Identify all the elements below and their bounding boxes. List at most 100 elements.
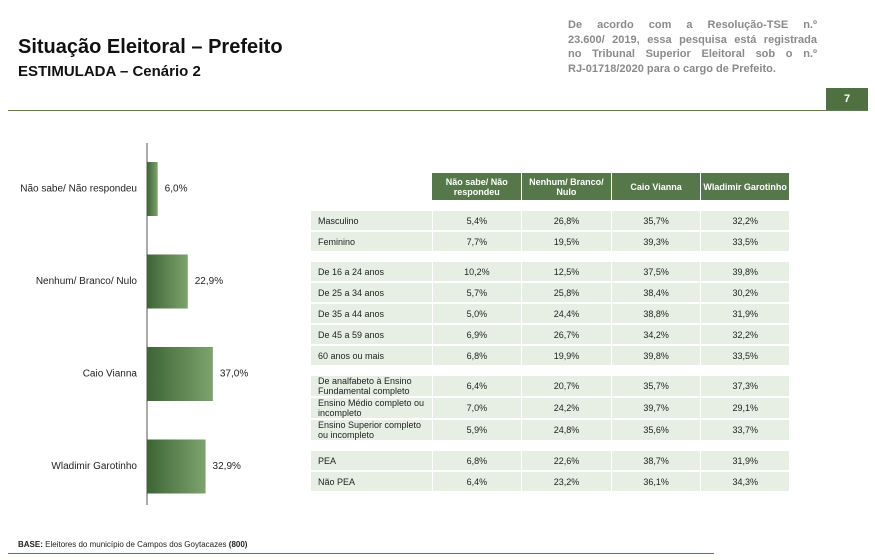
table-row: De analfabeto à Ensino Fundamental compl… [311, 376, 790, 396]
category-label: Caio Vianna [83, 369, 138, 380]
cell-value: 37,5% [611, 262, 701, 281]
cell-value: 34,2% [611, 325, 701, 344]
header-rule [8, 110, 868, 111]
cell-value: 6,8% [432, 451, 522, 470]
cell-value: 33,5% [701, 346, 790, 365]
cell-value: 7,7% [432, 232, 522, 251]
row-label: Ensino Médio completo ou incompleto [311, 398, 432, 418]
table-row: PEA 6,8% 22,6% 38,7% 31,9% [311, 451, 790, 470]
cell-value: 31,9% [701, 304, 790, 323]
value-label: 37,0% [220, 369, 248, 380]
note-line: 23.600/ 2019, essa pesquisa está registr… [568, 33, 817, 46]
header-cell: Wladimir Garotinho [701, 173, 789, 200]
cell-value: 6,9% [432, 325, 522, 344]
cell-value: 35,7% [611, 376, 701, 396]
row-label: 60 anos ou mais [311, 346, 432, 365]
row-group: PEA 6,8% 22,6% 38,7% 31,9% Não PEA 6,4% 23,2% 36… [311, 451, 790, 491]
cell-value: 33,5% [701, 232, 790, 251]
header-cell: Caio Vianna [611, 173, 701, 200]
value-label: 32,9% [213, 461, 241, 472]
cell-value: 5,7% [432, 283, 522, 302]
row-group: Masculino 5,4% 26,8% 35,7% 32,2% Feminino 7,7%… [311, 211, 790, 251]
table-row: 60 anos ou mais 6,8% 19,9% 39,8% 33,5% [311, 346, 790, 365]
cell-value: 39,8% [611, 346, 701, 365]
table-row: De 16 a 24 anos 10,2% 12,5% 37,5% 39,8% [311, 262, 790, 281]
cell-value: 24,8% [522, 420, 611, 440]
row-label: De 25 a 34 anos [311, 283, 432, 302]
cell-value: 5,0% [432, 304, 522, 323]
cell-value: 5,9% [432, 420, 522, 440]
cell-value: 24,4% [522, 304, 611, 323]
value-label: 6,0% [165, 184, 188, 195]
cell-value: 33,7% [701, 420, 790, 440]
cell-value: 23,2% [522, 472, 611, 491]
row-label: De 16 a 24 anos [311, 262, 432, 281]
row-label: De analfabeto à Ensino Fundamental compl… [311, 376, 432, 396]
row-label: De 45 a 59 anos [311, 325, 432, 344]
cell-value: 30,2% [701, 283, 790, 302]
row-group: De analfabeto à Ensino Fundamental compl… [311, 376, 790, 440]
cell-value: 35,6% [611, 420, 701, 440]
note-line: no Tribunal Superior Eleitoral sob o n.º [568, 48, 817, 60]
table-row: Feminino 7,7% 19,5% 39,3% 33,5% [311, 232, 790, 251]
cell-value: 26,8% [522, 211, 611, 230]
cell-value: 20,7% [522, 376, 611, 396]
footer-text: Eleitores do município de Campos dos Goy… [45, 540, 227, 549]
header-cell: Não sabe/ Não respondeu [432, 173, 522, 200]
footer-rule [8, 553, 714, 554]
table-row: Masculino 5,4% 26,8% 35,7% 32,2% [311, 211, 790, 230]
category-label: Não sabe/ Não respondeu [20, 184, 137, 195]
table-row: De 25 a 34 anos 5,7% 25,8% 38,4% 30,2% [311, 283, 790, 302]
table-row: De 35 a 44 anos 5,0% 24,4% 38,8% 31,9% [311, 304, 790, 323]
cell-value: 32,2% [701, 211, 790, 230]
row-label: Masculino [311, 211, 432, 230]
table-row: Ensino Médio completo ou incompleto 7,0% 2… [311, 398, 790, 418]
row-group: De 16 a 24 anos 10,2% 12,5% 37,5% 39,8% De 25… [311, 262, 790, 365]
table: Não sabe/ Não respondeu Nenhum/ Branco/ N… [311, 173, 790, 493]
legal-note: De acordo com a Resolução-TSE n.º 23.600/… [568, 18, 817, 76]
cell-value: 22,6% [522, 451, 611, 470]
row-label: Não PEA [311, 472, 432, 491]
title: Situação Eleitoral – Prefeito [18, 36, 283, 58]
cell-value: 29,1% [701, 398, 790, 418]
footer-label: BASE: [18, 540, 43, 549]
cell-value: 38,8% [611, 304, 701, 323]
category-label: Wladimir Garotinho [51, 461, 137, 472]
row-label: Ensino Superior completo ou incompleto [311, 420, 432, 440]
row-label: PEA [311, 451, 432, 470]
cell-value: 6,4% [432, 376, 522, 396]
footer-count: (800) [228, 540, 248, 549]
cell-value: 31,9% [701, 451, 790, 470]
cell-value: 34,3% [701, 472, 790, 491]
cell-value: 39,8% [701, 262, 790, 281]
cell-value: 38,7% [611, 451, 701, 470]
cell-value: 19,5% [522, 232, 611, 251]
cell-value: 37,3% [701, 376, 790, 396]
table-row: Ensino Superior completo ou incompleto 5,… [311, 420, 790, 440]
cell-value: 32,2% [701, 325, 790, 344]
cell-value: 6,4% [432, 472, 522, 491]
table-row: Não PEA 6,4% 23,2% 36,1% 34,3% [311, 472, 790, 491]
cell-value: 19,9% [522, 346, 611, 365]
value-label: 22,9% [195, 276, 223, 287]
cell-value: 5,4% [432, 211, 522, 230]
footer: BASE: Eleitores do município de Campos d… [18, 540, 247, 549]
header-cell: Nenhum/ Branco/ Nulo [522, 173, 611, 200]
cell-value: 26,7% [522, 325, 611, 344]
cell-value: 25,8% [522, 283, 611, 302]
note-line: RJ-01718/2020 para o cargo de Prefeito. [568, 62, 776, 75]
cell-value: 35,7% [611, 211, 701, 230]
table-row: De 45 a 59 anos 6,9% 26,7% 34,2% 32,2% [311, 325, 790, 344]
row-label: De 35 a 44 anos [311, 304, 432, 323]
header-row: Não sabe/ Não respondeu Nenhum/ Branco/ N… [311, 173, 790, 200]
note-line: De acordo com a Resolução-TSE n.º [568, 19, 817, 31]
cell-value: 39,3% [611, 232, 701, 251]
bar [147, 254, 188, 309]
bar [147, 162, 158, 216]
subtitle: ESTIMULADA – Cenário 2 [18, 63, 201, 80]
cell-value: 10,2% [432, 262, 522, 281]
bar [147, 439, 206, 494]
cell-value: 12,5% [522, 262, 611, 281]
